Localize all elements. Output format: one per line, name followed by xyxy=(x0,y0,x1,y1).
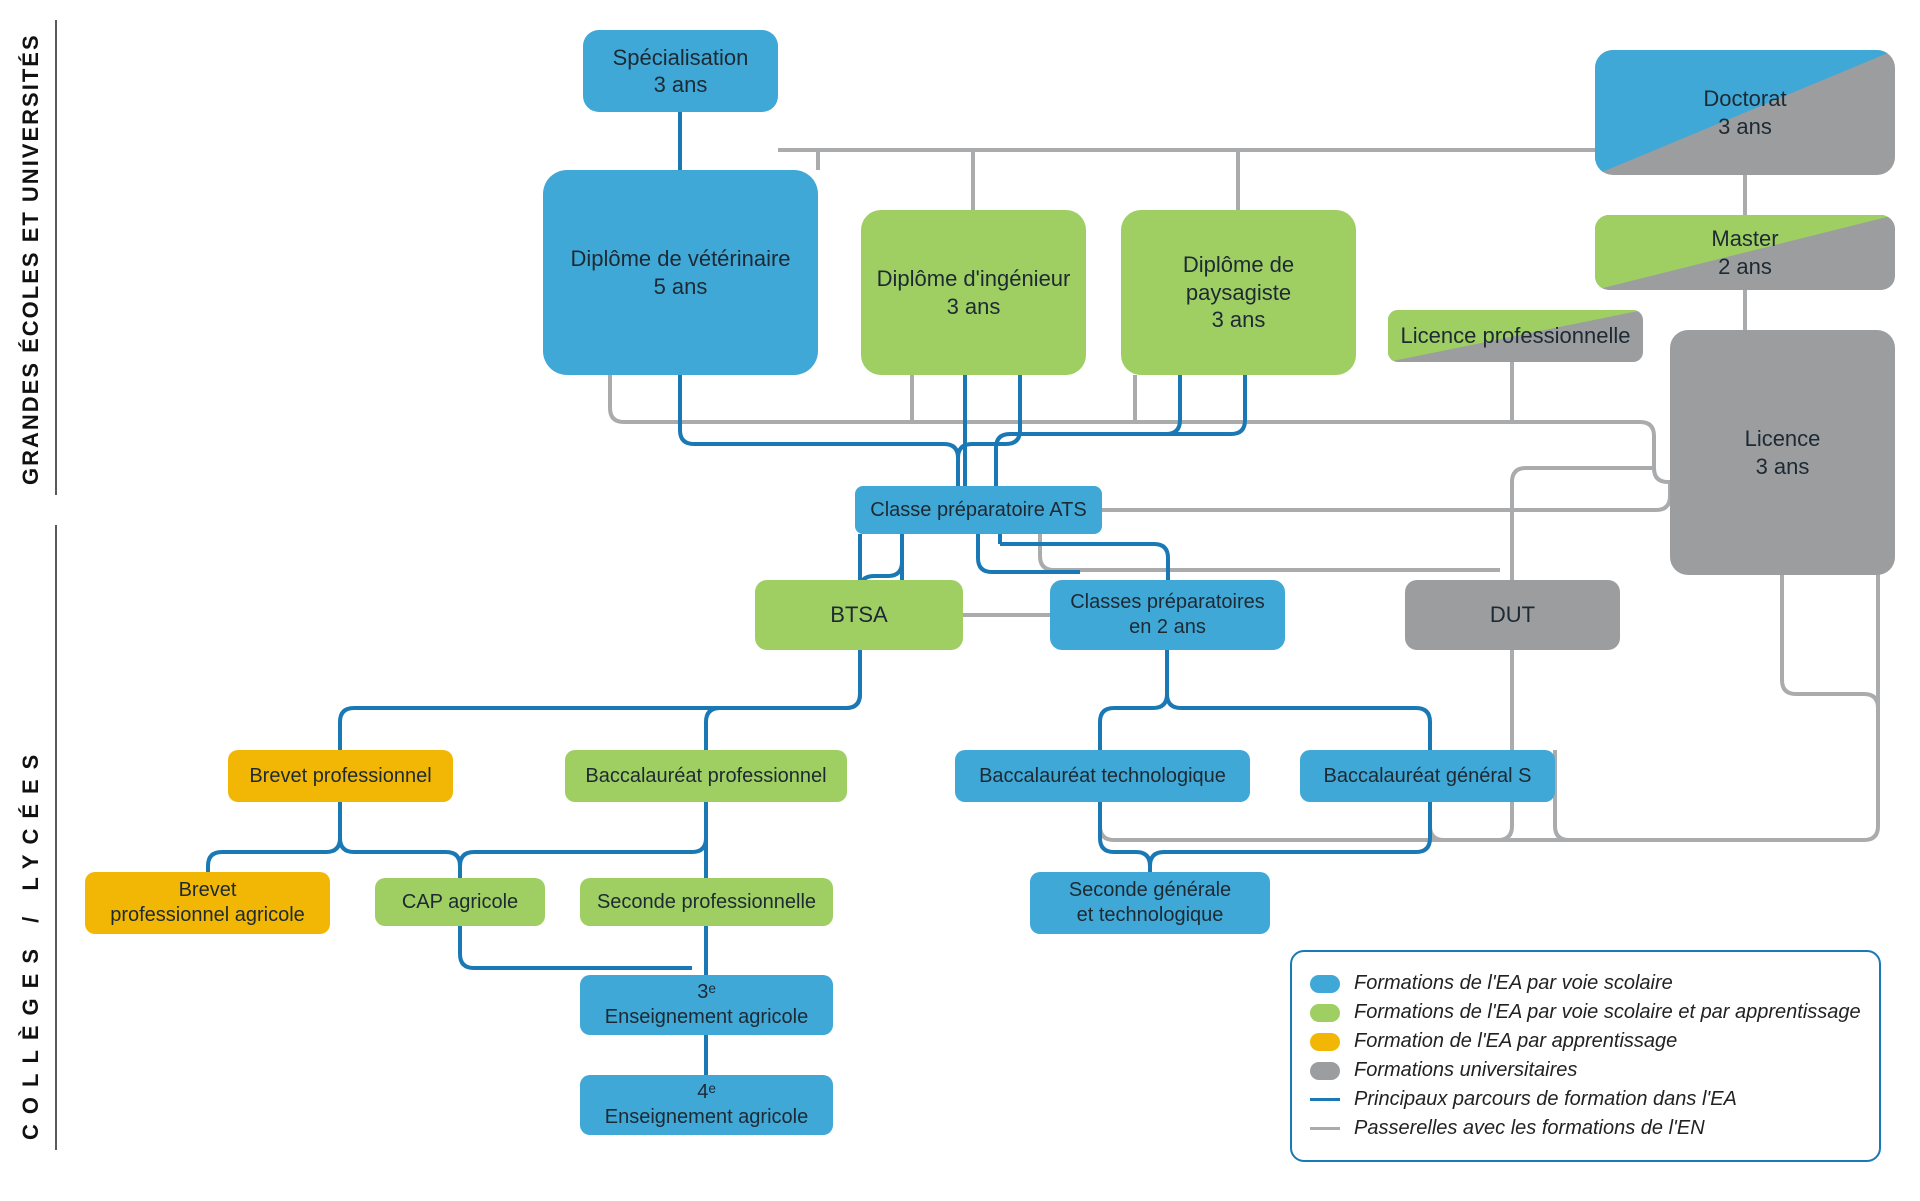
edge-blue xyxy=(996,375,1180,486)
node-label: Diplôme de paysagiste 3 ans xyxy=(1131,251,1346,334)
legend-text: Formation de l'EA par apprentissage xyxy=(1354,1030,1677,1053)
side-label-top: GRANDES ÉCOLES ET UNIVERSITÉS xyxy=(18,25,44,485)
edge-gray xyxy=(1102,482,1670,510)
node-specialisation: Spécialisation 3 ans xyxy=(583,30,778,112)
node-brevet_pro_ag: Brevet professionnel agricole xyxy=(85,872,330,934)
node-label: Brevet professionnel xyxy=(249,764,431,789)
node-label: Licence 3 ans xyxy=(1745,425,1821,480)
node-btsa: BTSA xyxy=(755,580,963,650)
node-seconde_pro: Seconde professionnelle xyxy=(580,878,833,926)
legend-text: Formations universitaires xyxy=(1354,1059,1577,1082)
node-ats: Classe préparatoire ATS xyxy=(855,486,1102,534)
node-label: BTSA xyxy=(830,601,887,629)
legend: Formations de l'EA par voie scolaire Form… xyxy=(1290,950,1881,1162)
node-doctorat: Doctorat 3 ans xyxy=(1595,50,1895,175)
edge-blue xyxy=(460,802,706,866)
node-label: Baccalauréat professionnel xyxy=(585,764,826,789)
node-troisieme: 3ᵉ Enseignement agricole xyxy=(580,975,833,1035)
edge-blue xyxy=(1100,650,1167,750)
edge-blue xyxy=(706,650,860,750)
node-veterinaire: Diplôme de vétérinaire 5 ans xyxy=(543,170,818,375)
legend-text: Passerelles avec les formations de l'EN xyxy=(1354,1117,1705,1140)
legend-row: Formations de l'EA par voie scolaire xyxy=(1310,972,1861,995)
legend-swatch-line xyxy=(1310,1127,1340,1130)
edge-gray xyxy=(1782,575,1878,826)
node-seconde_gt: Seconde générale et technologique xyxy=(1030,872,1270,934)
node-prepa2: Classes préparatoires en 2 ans xyxy=(1050,580,1285,650)
node-ingenieur: Diplôme d'ingénieur 3 ans xyxy=(861,210,1086,375)
edge-blue xyxy=(1000,544,1168,580)
node-cap_ag: CAP agricole xyxy=(375,878,545,926)
node-brevet_pro: Brevet professionnel xyxy=(228,750,453,802)
node-master: Master 2 ans xyxy=(1595,215,1895,290)
diagram-canvas: GRANDES ÉCOLES ET UNIVERSITÉS COLLÈGES /… xyxy=(0,0,1920,1201)
node-label: Master 2 ans xyxy=(1711,225,1778,280)
legend-row: Formation de l'EA par apprentissage xyxy=(1310,1030,1861,1053)
edge-blue xyxy=(1100,802,1150,872)
node-label: Seconde générale et technologique xyxy=(1069,878,1231,928)
node-bac_s: Baccalauréat général S xyxy=(1300,750,1555,802)
node-quatrieme: 4ᵉ Enseignement agricole xyxy=(580,1075,833,1135)
node-dut: DUT xyxy=(1405,580,1620,650)
node-bac_techno: Baccalauréat technologique xyxy=(955,750,1250,802)
node-paysagiste: Diplôme de paysagiste 3 ans xyxy=(1121,210,1356,375)
legend-text: Formations de l'EA par voie scolaire et … xyxy=(1354,1001,1861,1024)
edge-blue xyxy=(1167,650,1430,750)
legend-swatch-line xyxy=(1310,1098,1340,1101)
node-licence: Licence 3 ans xyxy=(1670,330,1895,575)
node-label: Classe préparatoire ATS xyxy=(870,498,1086,523)
side-label-bottom: COLLÈGES / LYCÉES xyxy=(18,540,44,1140)
edge-gray xyxy=(1040,534,1500,570)
node-label: 3ᵉ Enseignement agricole xyxy=(605,980,808,1030)
node-label: Spécialisation 3 ans xyxy=(613,44,749,99)
edge-gray xyxy=(1512,468,1654,580)
legend-text: Formations de l'EA par voie scolaire xyxy=(1354,972,1673,995)
edge-blue xyxy=(978,534,1080,572)
legend-row: Passerelles avec les formations de l'EN xyxy=(1310,1117,1861,1140)
node-label: Baccalauréat technologique xyxy=(979,764,1226,789)
node-label: Licence professionnelle xyxy=(1401,322,1631,350)
node-label: DUT xyxy=(1490,601,1535,629)
node-label: Brevet professionnel agricole xyxy=(110,878,305,928)
legend-swatch-pill xyxy=(1310,1062,1340,1080)
legend-swatch-pill xyxy=(1310,975,1340,993)
node-label: Baccalauréat général S xyxy=(1324,764,1532,789)
legend-row: Principaux parcours de formation dans l'… xyxy=(1310,1088,1861,1111)
edge-blue xyxy=(1060,375,1245,434)
legend-row: Formations de l'EA par voie scolaire et … xyxy=(1310,1001,1861,1024)
legend-row: Formations universitaires xyxy=(1310,1059,1861,1082)
legend-swatch-pill xyxy=(1310,1004,1340,1022)
node-label: Diplôme de vétérinaire 5 ans xyxy=(570,245,790,300)
node-bac_pro: Baccalauréat professionnel xyxy=(565,750,847,802)
node-label: Seconde professionnelle xyxy=(597,890,816,915)
node-label: Classes préparatoires en 2 ans xyxy=(1070,590,1265,640)
node-label: 4ᵉ Enseignement agricole xyxy=(605,1080,808,1130)
edge-blue xyxy=(680,375,958,486)
legend-swatch-pill xyxy=(1310,1033,1340,1051)
side-separator-top xyxy=(55,20,57,495)
edge-gray xyxy=(1555,750,1864,840)
node-label: Doctorat 3 ans xyxy=(1703,85,1786,140)
legend-text: Principaux parcours de formation dans l'… xyxy=(1354,1088,1737,1111)
edge-blue xyxy=(958,375,1020,458)
edge-gray xyxy=(610,375,1670,482)
edge-blue xyxy=(208,802,340,872)
edge-blue xyxy=(460,926,692,968)
node-label: Diplôme d'ingénieur 3 ans xyxy=(877,265,1071,320)
node-licence_pro: Licence professionnelle xyxy=(1388,310,1643,362)
edge-gray xyxy=(1430,650,1512,840)
edge-blue xyxy=(340,650,860,750)
side-separator-bottom xyxy=(55,525,57,1150)
node-label: CAP agricole xyxy=(402,890,518,915)
edge-blue xyxy=(1150,802,1430,866)
edge-blue xyxy=(340,802,460,878)
